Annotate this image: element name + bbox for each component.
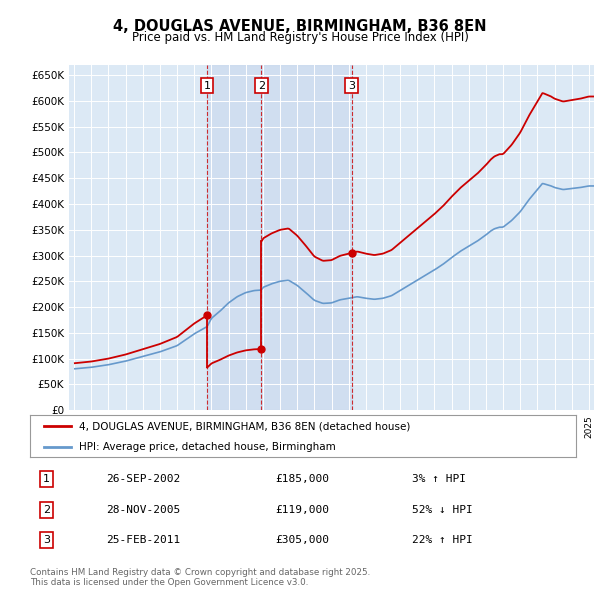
- Text: 1: 1: [203, 80, 211, 90]
- Text: 3% ↑ HPI: 3% ↑ HPI: [412, 474, 466, 484]
- Text: £305,000: £305,000: [276, 535, 330, 545]
- Bar: [262, 65, 352, 410]
- Text: 4, DOUGLAS AVENUE, BIRMINGHAM, B36 8EN (detached house): 4, DOUGLAS AVENUE, BIRMINGHAM, B36 8EN (…: [79, 421, 410, 431]
- Text: 2: 2: [258, 80, 265, 90]
- Text: 3: 3: [43, 535, 50, 545]
- Text: 52% ↓ HPI: 52% ↓ HPI: [412, 505, 473, 514]
- Text: Contains HM Land Registry data © Crown copyright and database right 2025.
This d: Contains HM Land Registry data © Crown c…: [30, 568, 370, 587]
- Bar: [207, 65, 262, 410]
- Text: 4, DOUGLAS AVENUE, BIRMINGHAM, B36 8EN: 4, DOUGLAS AVENUE, BIRMINGHAM, B36 8EN: [113, 19, 487, 34]
- Text: 22% ↑ HPI: 22% ↑ HPI: [412, 535, 473, 545]
- Text: 25-FEB-2011: 25-FEB-2011: [106, 535, 181, 545]
- Text: 1: 1: [43, 474, 50, 484]
- Text: Price paid vs. HM Land Registry's House Price Index (HPI): Price paid vs. HM Land Registry's House …: [131, 31, 469, 44]
- Text: HPI: Average price, detached house, Birmingham: HPI: Average price, detached house, Birm…: [79, 442, 336, 451]
- Text: 3: 3: [348, 80, 355, 90]
- Text: £185,000: £185,000: [276, 474, 330, 484]
- Text: £119,000: £119,000: [276, 505, 330, 514]
- Text: 2: 2: [43, 505, 50, 514]
- Text: 26-SEP-2002: 26-SEP-2002: [106, 474, 181, 484]
- Text: 28-NOV-2005: 28-NOV-2005: [106, 505, 181, 514]
